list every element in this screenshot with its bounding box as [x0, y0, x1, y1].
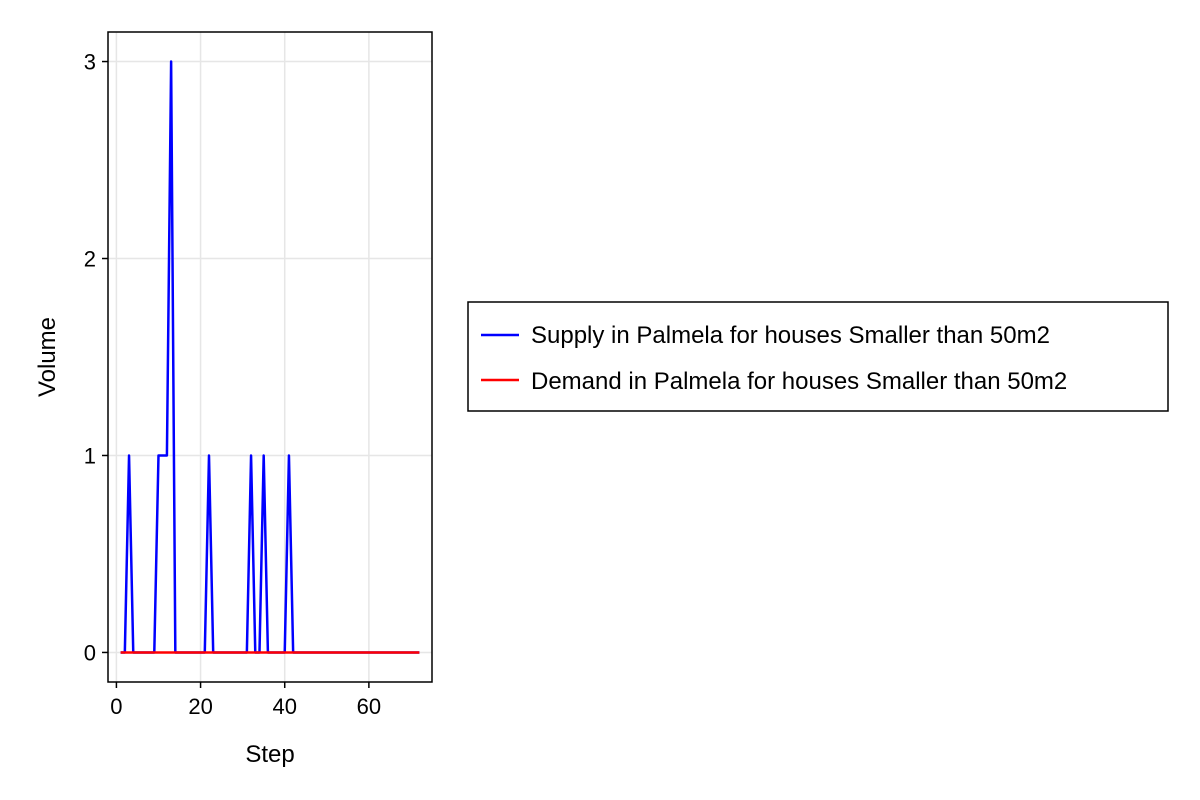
y-axis-ticks: 0 1 2 3 — [84, 50, 108, 665]
legend-box — [467, 301, 1169, 412]
x-axis-title: Step — [245, 741, 294, 768]
y-axis-title: Volume — [34, 317, 61, 397]
y-tick-label: 0 — [84, 640, 96, 665]
grid — [108, 32, 432, 682]
x-tick-label: 20 — [188, 694, 212, 719]
series-layer — [120, 60, 420, 654]
x-tick-label: 40 — [272, 694, 296, 719]
legend-label-demand: Demand in Palmela for houses Smaller tha… — [531, 368, 1067, 395]
y-tick-label: 2 — [84, 247, 96, 272]
plot-frame — [107, 31, 433, 683]
y-tick-label: 1 — [84, 443, 96, 468]
legend-label-supply: Supply in Palmela for houses Smaller tha… — [531, 322, 1050, 349]
x-tick-label: 0 — [110, 694, 122, 719]
x-axis-ticks: 0 20 40 60 — [110, 682, 381, 719]
y-tick-label: 3 — [84, 50, 96, 75]
x-tick-label: 60 — [357, 694, 381, 719]
legend: Supply in Palmela for houses Smaller tha… — [467, 301, 1169, 412]
